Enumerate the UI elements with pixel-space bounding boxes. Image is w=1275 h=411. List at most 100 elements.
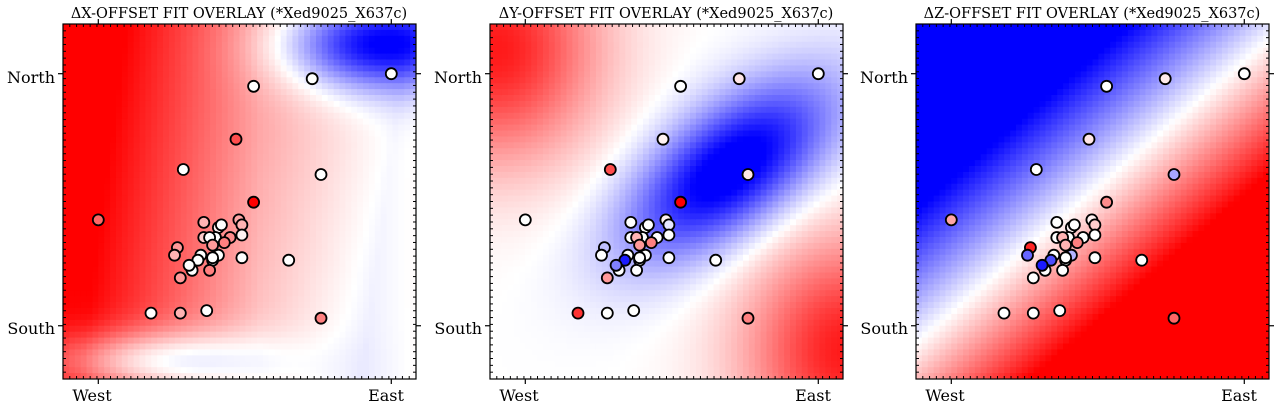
heatmap-cell — [386, 130, 394, 138]
heatmap-cell — [268, 349, 276, 356]
heatmap-cell — [215, 160, 223, 167]
heatmap-cell — [304, 65, 311, 72]
heatmap-cell — [368, 367, 376, 374]
heatmap-cell — [263, 225, 270, 232]
data-point — [206, 238, 220, 252]
heatmap-cell — [68, 231, 76, 238]
heatmap-cell — [404, 95, 411, 102]
heatmap-cell — [121, 100, 129, 108]
heatmap-cell — [321, 35, 329, 43]
heatmap-cell — [537, 331, 544, 339]
heatmap-cell — [333, 100, 341, 108]
heatmap-cell — [251, 272, 258, 280]
heatmap-cell — [121, 313, 129, 321]
heatmap-cell — [239, 171, 246, 179]
heatmap-cell — [257, 231, 264, 238]
heatmap-cell — [133, 331, 141, 339]
heatmap-cell — [251, 331, 258, 339]
heatmap-cell — [280, 71, 288, 78]
heatmap-cell — [368, 77, 376, 84]
heatmap-cell — [63, 225, 70, 232]
data-point — [229, 132, 243, 146]
heatmap-cell — [227, 331, 235, 339]
heatmap-cell — [80, 254, 88, 262]
y-tick-north: North — [7, 68, 55, 87]
heatmap-cell — [572, 59, 579, 67]
heatmap-cell — [310, 65, 317, 72]
heatmap-cell — [104, 136, 111, 143]
heatmap-cell — [98, 100, 105, 108]
heatmap-cell — [578, 166, 585, 173]
heatmap-cell — [578, 242, 585, 250]
heatmap-cell — [519, 112, 526, 120]
heatmap-cell — [584, 100, 591, 108]
heatmap-cell — [86, 118, 94, 126]
heatmap-cell — [127, 213, 135, 220]
heatmap-cell — [501, 361, 509, 368]
x-tick-east: East — [368, 386, 404, 405]
heatmap-cell — [304, 118, 311, 126]
heatmap-cell — [63, 237, 70, 244]
heatmap-cell — [110, 124, 117, 132]
heatmap-cell — [560, 308, 568, 315]
heatmap-cell — [268, 231, 276, 238]
heatmap-cell — [363, 35, 370, 43]
heatmap-cell — [351, 361, 358, 368]
heatmap-cell — [151, 325, 158, 333]
heatmap-cell — [392, 248, 399, 256]
heatmap-cell — [525, 65, 532, 72]
heatmap-cell — [63, 313, 70, 321]
heatmap-cell — [501, 124, 509, 132]
heatmap-cell — [392, 148, 399, 155]
heatmap-cell — [163, 83, 170, 90]
heatmap-cell — [363, 53, 370, 61]
heatmap-cell — [115, 349, 123, 356]
heatmap-cell — [274, 343, 282, 351]
heatmap-cell — [233, 89, 241, 96]
heatmap-cell — [286, 272, 294, 280]
heatmap-cell — [180, 35, 188, 43]
heatmap-cell — [595, 231, 603, 238]
heatmap-cell — [63, 325, 70, 333]
heatmap-cell — [298, 302, 305, 309]
heatmap-cell — [333, 53, 341, 61]
heatmap-cell — [315, 331, 323, 339]
heatmap-cell — [525, 343, 532, 351]
heatmap-cell — [221, 100, 229, 108]
heatmap-cell — [257, 53, 264, 61]
heatmap-cell — [139, 337, 146, 345]
heatmap-cell — [339, 325, 346, 333]
heatmap-cell — [519, 47, 526, 55]
heatmap-cell — [186, 154, 194, 161]
heatmap-cell — [239, 308, 246, 315]
heatmap-cell — [495, 118, 503, 126]
heatmap-cell — [345, 237, 352, 244]
heatmap-cell — [263, 95, 270, 102]
heatmap-cell — [380, 166, 388, 173]
heatmap-cell — [68, 343, 76, 351]
heatmap-cell — [298, 373, 305, 379]
heatmap-cell — [321, 361, 329, 368]
heatmap-cell — [239, 95, 246, 102]
heatmap-cell — [351, 343, 358, 351]
heatmap-cell — [374, 65, 382, 72]
heatmap-cell — [554, 77, 562, 84]
heatmap-cell — [86, 53, 94, 61]
heatmap-cell — [292, 35, 299, 43]
heatmap-cell — [63, 284, 70, 291]
heatmap-cell — [163, 349, 170, 356]
heatmap-cell — [286, 148, 294, 155]
heatmap-cell — [74, 272, 82, 280]
heatmap-cell — [595, 160, 603, 167]
heatmap-cell — [374, 177, 382, 185]
heatmap-cell — [374, 83, 382, 90]
heatmap-cell — [151, 266, 158, 274]
heatmap-cell — [357, 89, 364, 96]
heatmap-cell — [345, 266, 352, 274]
heatmap-cell — [168, 142, 176, 149]
heatmap-cell — [490, 171, 497, 179]
heatmap-cell — [327, 361, 335, 368]
heatmap-cell — [227, 319, 235, 327]
heatmap-cell — [68, 59, 76, 67]
heatmap-cell — [548, 313, 556, 321]
